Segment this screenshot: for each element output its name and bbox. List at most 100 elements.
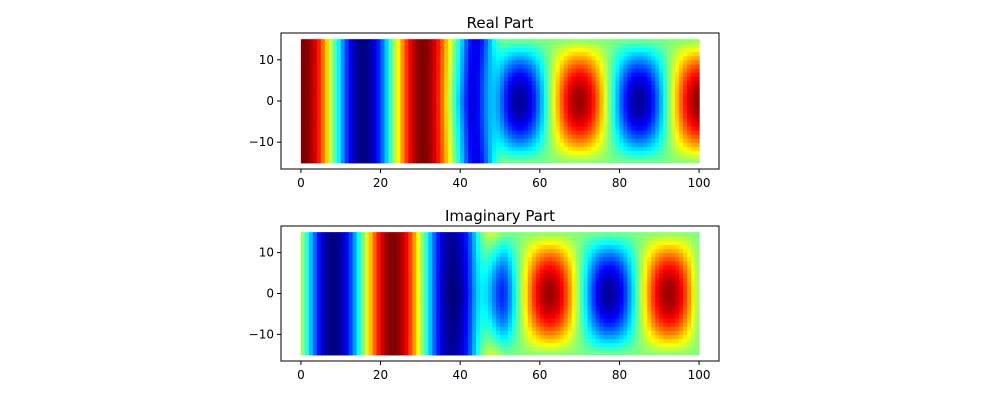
imaginary-part-cell <box>488 326 493 331</box>
imaginary-part-cell <box>543 318 549 323</box>
real-part-cell <box>452 51 457 57</box>
imaginary-part-cell <box>496 256 501 262</box>
real-part-cell <box>476 154 481 160</box>
real-part-cell <box>639 63 644 69</box>
real-part-cell <box>324 154 330 160</box>
imaginary-part-cell <box>316 273 322 278</box>
imaginary-part-cell <box>304 305 310 311</box>
real-part-cell <box>571 117 577 123</box>
imaginary-part-cell <box>460 273 465 278</box>
real-part-cell <box>348 96 354 102</box>
imaginary-part-cell <box>500 330 505 336</box>
imaginary-part-cell <box>324 305 330 311</box>
imaginary-part-cell <box>368 309 374 315</box>
imaginary-part-cell <box>408 301 413 307</box>
real-part-cell <box>460 76 465 81</box>
imaginary-part-cell <box>472 264 477 270</box>
real-part-cell <box>340 129 346 135</box>
real-part-cell <box>300 117 306 123</box>
imaginary-part-cell <box>543 248 549 254</box>
real-part-cell <box>488 105 493 110</box>
imaginary-part-cell <box>364 350 370 356</box>
imaginary-part-cell <box>484 256 489 262</box>
real-part-cell <box>344 138 350 143</box>
imaginary-part-cell <box>340 244 346 250</box>
imaginary-part-cell <box>400 293 406 299</box>
real-part-cell <box>476 146 481 152</box>
imaginary-part-cell <box>456 240 461 246</box>
imaginary-part-cell <box>352 313 358 319</box>
real-part-x-tick-label: 100 <box>688 176 711 190</box>
imaginary-part-cell <box>480 232 485 237</box>
real-part-cell <box>444 96 449 102</box>
imaginary-part-cell <box>400 268 406 274</box>
real-part-cell <box>340 109 346 114</box>
real-part-cell <box>352 47 358 53</box>
imaginary-part-cell <box>404 277 410 282</box>
real-part-cell <box>412 133 417 139</box>
imaginary-part-cell <box>428 260 433 266</box>
real-part-cell <box>547 142 553 147</box>
real-part-cell <box>444 150 449 156</box>
real-part-cell <box>531 47 537 53</box>
imaginary-part-cell <box>392 285 398 291</box>
real-part-cell <box>555 92 561 98</box>
imaginary-part-cell <box>511 273 517 278</box>
imaginary-part-cell <box>503 330 509 336</box>
real-part-cell <box>456 76 461 81</box>
real-part-cell <box>503 125 509 131</box>
real-part-cell <box>655 88 660 94</box>
imaginary-part-cell <box>511 285 517 291</box>
imaginary-part-cell <box>416 285 421 291</box>
real-part-cell <box>364 101 370 106</box>
imaginary-part-cell <box>388 342 394 348</box>
real-part-cell <box>460 138 465 143</box>
imaginary-part-cell <box>440 338 445 344</box>
imaginary-part-cell <box>320 342 326 348</box>
real-part-cell <box>511 101 517 106</box>
imaginary-part-cell <box>496 293 501 299</box>
real-part-cell <box>496 150 501 156</box>
real-part-cell <box>603 88 609 94</box>
real-part-cell <box>555 47 561 53</box>
real-part-cell <box>575 117 581 123</box>
real-part-cell <box>639 47 644 53</box>
real-part-cell <box>476 109 481 114</box>
imaginary-part-cell <box>324 301 330 307</box>
imaginary-part-cell <box>444 342 449 348</box>
imaginary-part-cell <box>559 305 565 311</box>
imaginary-part-cell <box>300 313 306 319</box>
real-part-cell <box>432 92 437 98</box>
real-part-cell <box>671 43 676 49</box>
real-part-cell <box>500 39 505 44</box>
imaginary-part-cell <box>503 297 509 303</box>
real-part-cell <box>667 47 672 53</box>
imaginary-part-cell <box>304 334 310 340</box>
real-part-cell <box>607 68 613 73</box>
imaginary-part-cell <box>436 289 441 295</box>
real-part-cell <box>352 133 358 139</box>
real-part-cell <box>496 55 501 61</box>
real-part-cell <box>507 138 513 143</box>
real-part-cell <box>416 150 421 156</box>
imaginary-part-cell <box>456 322 461 327</box>
real-part-cell <box>364 76 370 81</box>
real-part-cell <box>496 117 501 123</box>
real-part-cell <box>320 117 326 123</box>
real-part-cell <box>563 68 569 73</box>
real-part-cell <box>304 101 310 106</box>
real-part-cell <box>404 76 410 81</box>
real-part-cell <box>384 76 390 81</box>
real-part-cell <box>591 92 597 98</box>
real-part-cell <box>503 68 509 73</box>
imaginary-part-cell <box>507 244 513 250</box>
real-part-cell <box>452 68 457 73</box>
imaginary-part-cell <box>476 309 481 315</box>
imaginary-part-cell <box>372 289 378 295</box>
imaginary-part-cell <box>535 289 541 295</box>
imaginary-part-cell <box>352 301 358 307</box>
real-part-cell <box>691 51 696 57</box>
real-part-cell <box>388 138 394 143</box>
imaginary-part-cell <box>404 293 410 299</box>
imaginary-part-cell <box>547 338 553 344</box>
